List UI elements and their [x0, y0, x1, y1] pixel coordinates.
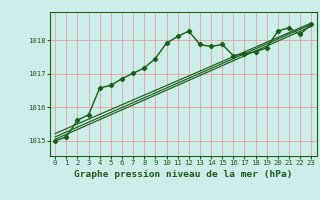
X-axis label: Graphe pression niveau de la mer (hPa): Graphe pression niveau de la mer (hPa)	[74, 170, 292, 179]
